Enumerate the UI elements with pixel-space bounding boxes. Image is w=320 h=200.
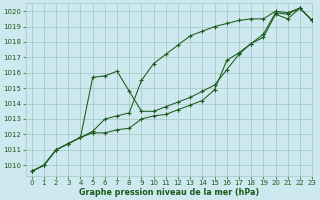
X-axis label: Graphe pression niveau de la mer (hPa): Graphe pression niveau de la mer (hPa) — [79, 188, 259, 197]
